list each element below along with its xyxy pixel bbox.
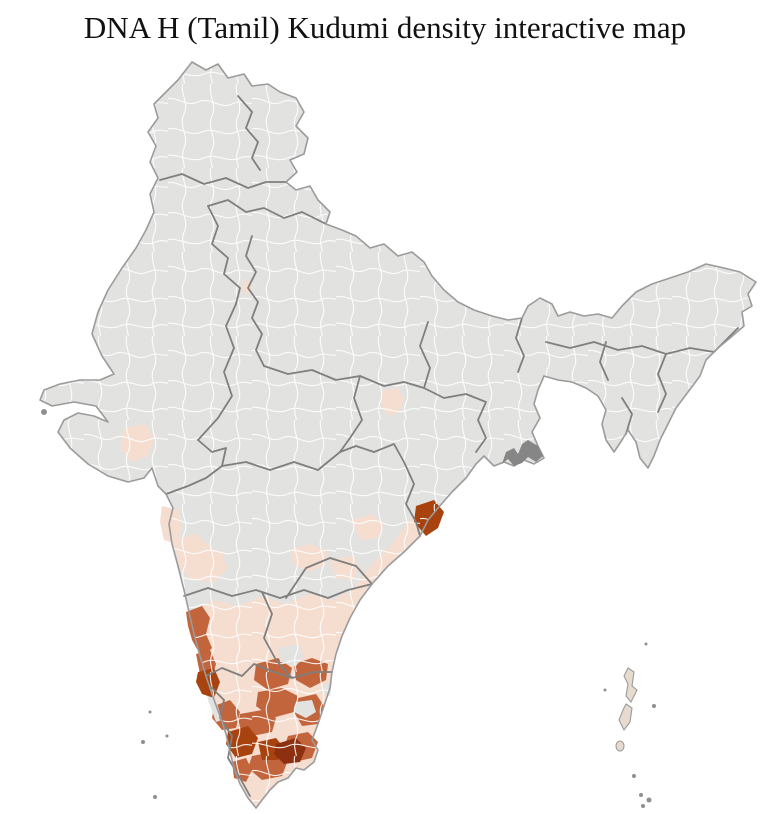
island-speck	[644, 642, 648, 646]
region-nicobar-islands	[646, 797, 652, 803]
region-nicobar-islands	[639, 793, 643, 797]
district-borders-mesh	[40, 62, 756, 808]
island-speck	[603, 688, 607, 692]
region-andaman-islands	[623, 667, 638, 703]
island-speck	[652, 704, 656, 708]
kutch-islet	[41, 409, 47, 415]
region-andaman-islands	[618, 703, 633, 732]
region-lakshadweep	[165, 734, 169, 738]
region-nicobar-islands	[641, 804, 645, 808]
region-lakshadweep	[153, 795, 157, 799]
region-lakshadweep	[141, 740, 145, 744]
region-andaman-islands	[615, 740, 625, 752]
andaman-nicobar-islands[interactable]	[603, 642, 657, 809]
lakshadweep-islands[interactable]	[141, 710, 169, 800]
region-lakshadweep	[148, 710, 152, 714]
region-nicobar-islands	[632, 774, 636, 778]
region-sundarbans	[502, 440, 543, 466]
map-title: DNA H (Tamil) Kudumi density interactive…	[83, 10, 687, 45]
state-borders	[159, 95, 739, 797]
